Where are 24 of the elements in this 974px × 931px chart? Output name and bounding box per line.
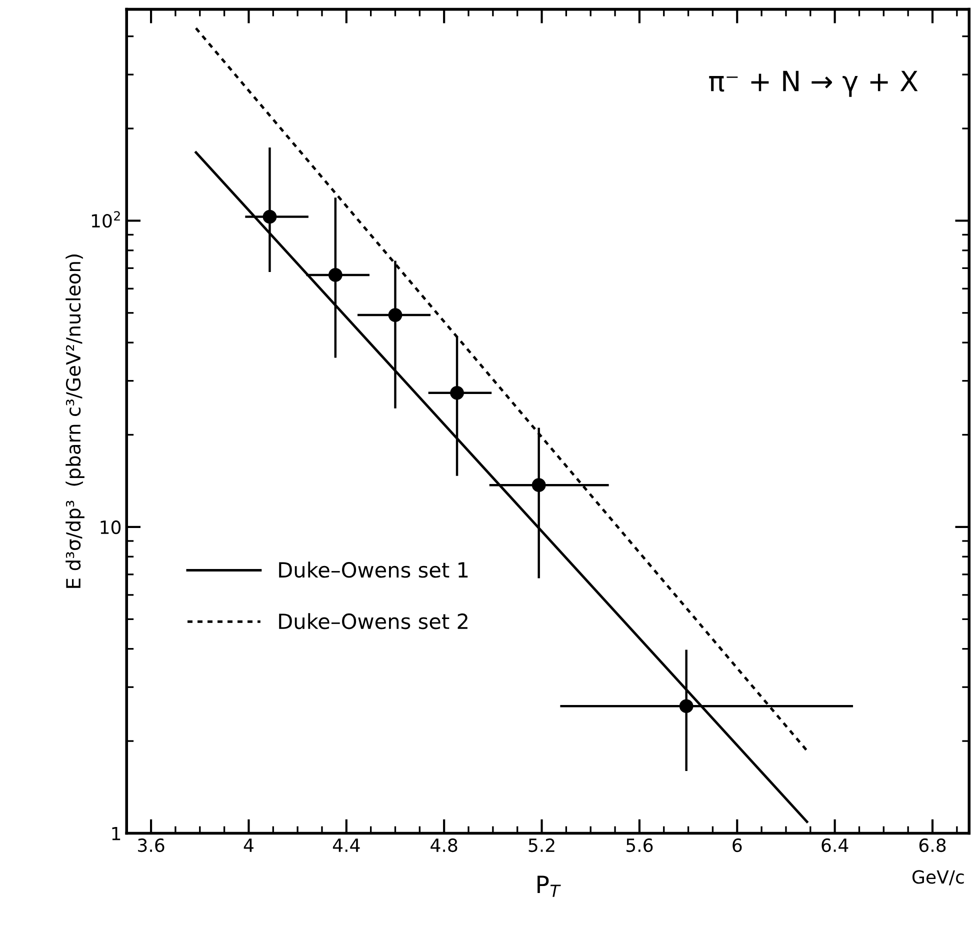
point (328, 268, 342, 282)
x-tick-label: 4.4 (332, 838, 360, 852)
text: GeV/c (912, 870, 964, 886)
x-tick-label: 5.2 (528, 838, 554, 852)
annotation: π⁻ + N → γ + X (709, 70, 918, 97)
point (450, 386, 464, 400)
x-tick-label: 3.6 (138, 838, 164, 852)
y-tick-label: 1 (112, 826, 120, 840)
point (532, 478, 546, 492)
x-tick-label: 5.6 (626, 838, 653, 852)
point (262, 210, 277, 224)
point (388, 308, 402, 322)
x-tick-label: 4.8 (430, 838, 458, 852)
y-axis-title: E d³σ/dp³ (pbarn c³/GeV²/nucleon) (66, 254, 84, 588)
x-tick-label: 6.4 (822, 838, 848, 852)
x-tick-label: 6 (732, 838, 742, 852)
x-tick-label: 6.8 (919, 838, 946, 852)
legend-label: Duke–Owens set 1 (279, 562, 468, 578)
x-axis-title: P$_{T}$ (538, 876, 561, 897)
x-tick-label: 4 (244, 838, 254, 852)
y-tick-label: 10 (100, 520, 121, 534)
point (679, 699, 694, 714)
y-tick-label: 10$^{2}$ (92, 211, 120, 228)
legend-label: Duke–Owens set 2 (279, 613, 468, 630)
